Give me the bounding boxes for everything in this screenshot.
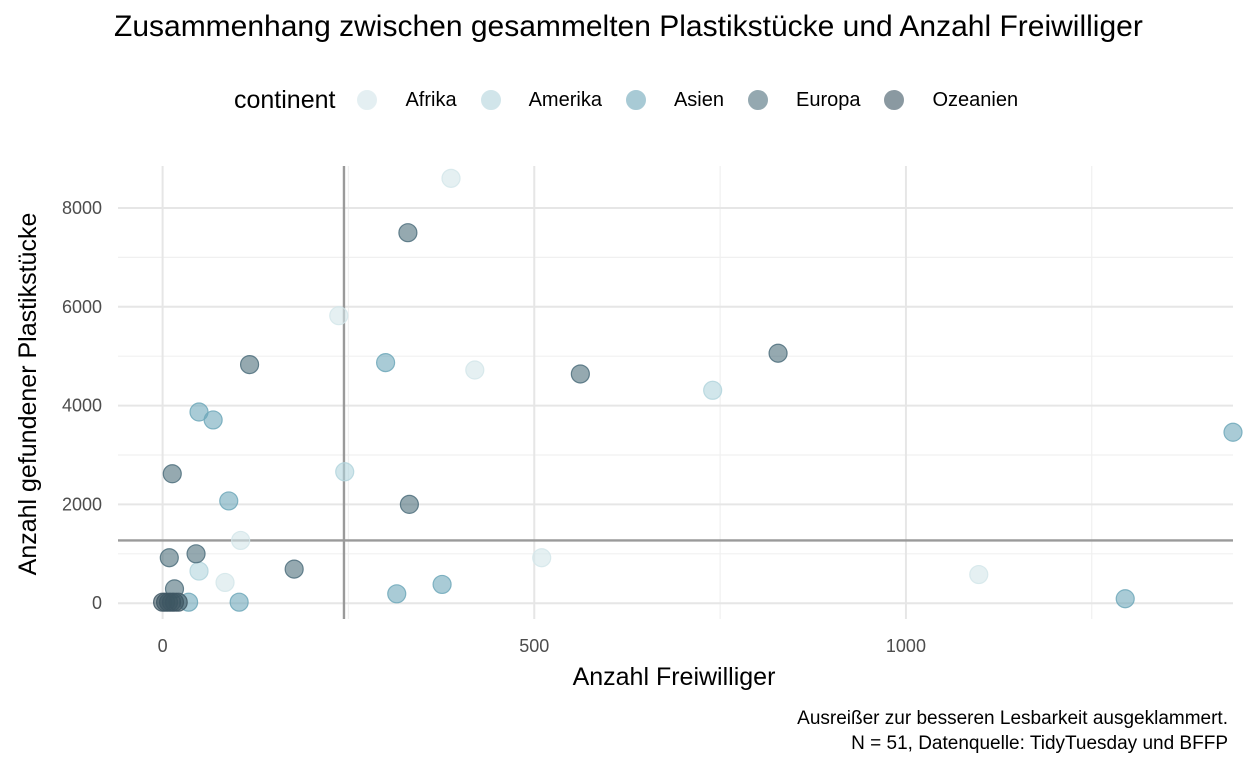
data-point-asien [432,574,452,595]
data-point-asien [387,584,407,604]
data-point-amerika [335,462,355,482]
data-point-afrika [441,168,461,188]
caption-line: N = 51, Datenquelle: TidyTuesday und BFF… [851,733,1228,754]
x-tick-label: 0 [158,636,168,656]
data-point-europa [239,354,260,375]
data-point-asien [1223,422,1243,442]
data-point-europa [768,343,788,363]
y-tick-label: 8000 [62,198,102,218]
legend-item-asien: Asien [625,88,724,112]
data-point-asien [1115,589,1135,609]
legend-key-asien [625,90,646,110]
legend-label: Ozeanien [932,88,1019,111]
data-point-afrika [532,548,552,568]
y-tick-label: 4000 [62,396,102,416]
legend-label: Afrika [405,88,457,111]
data-points [153,168,1243,612]
data-point-ozeanien [168,592,188,612]
data-point-asien [376,353,396,373]
data-point-europa [284,559,304,579]
data-point-afrika [465,360,485,380]
y-axis-ticks: 0 2000 4000 6000 8000 [62,198,102,613]
data-point-europa [162,464,182,484]
data-point-europa [399,494,419,514]
legend: continent Afrika Amerika Asien Europa Oz… [234,84,1042,116]
legend-label: Amerika [528,88,602,111]
caption: Ausreißer zur besseren Lesbarkeit ausgek… [797,706,1228,756]
grid-major [118,166,1233,619]
data-point-afrika [215,572,235,593]
data-point-amerika [189,561,209,581]
legend-item-europa: Europa [747,88,861,112]
data-point-europa [159,548,179,568]
legend-item-ozeanien: Ozeanien [884,89,1018,112]
legend-key-afrika [357,90,378,110]
grid-minor [118,166,1233,619]
data-point-asien [229,592,249,612]
y-axis-title: Anzahl gefundener Plastikstücke [14,213,42,576]
legend-key-europa [747,90,768,110]
data-point-afrika [969,564,989,585]
x-tick-label: 500 [519,636,549,656]
y-tick-label: 6000 [62,297,102,317]
x-axis-ticks: 0 500 1000 [158,636,926,656]
legend-item-amerika: Amerika [480,88,602,112]
y-tick-label: 0 [92,593,102,613]
legend-key-ozeanien [884,90,905,110]
legend-title: continent [234,85,336,114]
x-axis-title: Anzahl Freiwilliger [573,663,776,691]
legend-label: Europa [795,88,861,111]
legend-item-afrika: Afrika [357,88,457,112]
data-point-europa [398,223,418,243]
data-point-afrika [329,306,349,326]
x-tick-label: 1000 [886,636,926,656]
reference-lines [118,166,1233,619]
chart-title: Zusammenhang zwischen gesammelten Plasti… [114,10,1143,43]
legend-key-amerika [480,90,501,110]
data-point-europa [570,364,590,384]
legend-label: Asien [673,88,724,111]
data-point-europa [186,544,206,564]
caption-line: Ausreißer zur besseren Lesbarkeit ausgek… [797,708,1228,729]
data-point-asien [203,410,223,430]
y-tick-label: 2000 [62,494,102,514]
data-point-asien [219,491,239,511]
data-point-afrika [231,530,251,551]
data-point-amerika [703,380,723,400]
